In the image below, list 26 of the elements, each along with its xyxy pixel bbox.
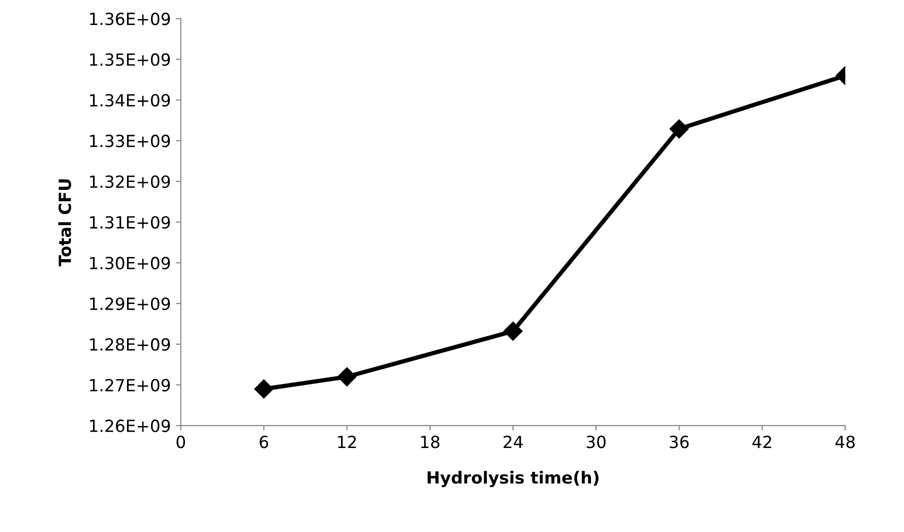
y-tick-label: 1.29E+09 (90, 297, 170, 310)
x-tick-label: 42 (752, 436, 772, 448)
x-tick-label: 48 (835, 436, 855, 448)
y-tick-label: 1.34E+09 (90, 94, 170, 107)
y-tick-label: 1.33E+09 (90, 134, 170, 148)
y-tick-label: 1.26E+09 (90, 420, 170, 432)
y-tick-label: 1.28E+09 (90, 338, 170, 351)
y-tick-label: 1.27E+09 (90, 378, 170, 392)
x-tick-label: 18 (421, 436, 440, 448)
x-tick-label: 30 (586, 436, 606, 448)
point (503, 322, 523, 341)
point (670, 119, 689, 138)
x-tick-label: 12 (338, 436, 356, 448)
x-tick-label: 0 (176, 436, 185, 448)
point (337, 367, 356, 386)
x-tick-label: 6 (260, 436, 268, 448)
y-tick-label: 1.31E+09 (90, 216, 170, 229)
x-tick-label: 36 (670, 436, 689, 448)
x-axis-title: Hydrolysis time(h) (428, 470, 598, 488)
x-tick-label: 24 (504, 436, 523, 448)
point (254, 379, 274, 399)
y-tick-label: 1.32E+09 (90, 175, 170, 188)
y-axis-title: Total CFU (58, 179, 72, 266)
y-tick-label: 1.36E+09 (90, 12, 170, 26)
y-tick-label: 1.35E+09 (90, 53, 170, 66)
y-tick-label: 1.30E+09 (90, 256, 170, 270)
